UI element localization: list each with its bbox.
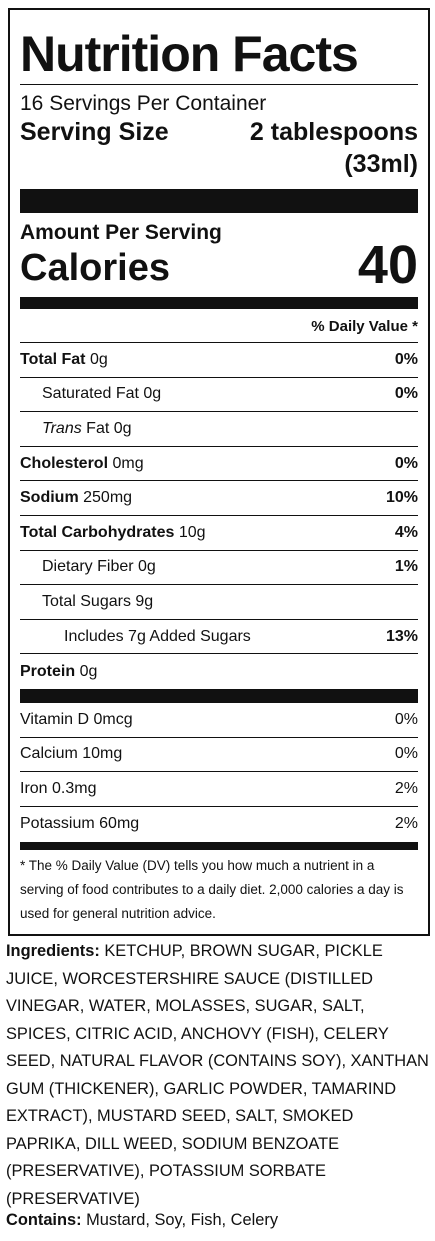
nutrient-row-cholesterol: Cholesterol 0mg 0% <box>20 447 418 482</box>
nutrient-name: Total Sugars <box>42 592 131 610</box>
nutrient-name: Saturated Fat <box>42 385 139 403</box>
nutrient-dv: 13% <box>385 627 418 645</box>
nutrient-row-saturated-fat: Saturated Fat 0g 0% <box>20 378 418 413</box>
contains-text: Mustard, Soy, Fish, Celery <box>86 1211 279 1229</box>
vitamin-dv: 0% <box>394 745 418 763</box>
nutrient-amount: 0g <box>89 350 108 368</box>
nutrient-name: Fat <box>86 419 110 437</box>
vitamin-name: Iron 0.3mg <box>20 780 97 798</box>
calories-divider <box>20 297 418 309</box>
vitamin-name: Vitamin D 0mcg <box>20 710 133 728</box>
serving-size-metric: (33ml) <box>344 150 418 178</box>
nutrient-amount: 0mg <box>112 454 144 472</box>
nutrient-row-added-sugars: Includes 7g Added Sugars 13% <box>20 620 418 655</box>
nutrient-amount: 0g <box>79 662 98 680</box>
vitamin-dv: 2% <box>394 780 418 798</box>
nutrient-rows: Total Fat 0g 0% Saturated Fat 0g 0% Tran… <box>20 343 418 689</box>
nutrient-dv: 4% <box>394 523 418 541</box>
nutrient-row-total-fat: Total Fat 0g 0% <box>20 343 418 378</box>
nutrient-row-total-sugars: Total Sugars 9g <box>20 585 418 620</box>
ingredients-text: KETCHUP, BROWN SUGAR, PICKLE JUICE, WORC… <box>6 942 429 1208</box>
allergens-block: Contains: Mustard, Soy, Fish, Celery <box>6 1207 430 1235</box>
nutrient-name: Includes 7g Added Sugars <box>64 627 251 645</box>
nutrient-name: Total Fat <box>20 350 86 368</box>
nutrient-amount: 0g <box>138 558 156 576</box>
nutrient-row-protein: Protein 0g <box>20 654 418 689</box>
nutrient-name-italic: Trans <box>42 419 82 437</box>
ingredients-label: Ingredients: <box>6 942 100 960</box>
contains-label: Contains: <box>6 1211 82 1229</box>
nutrient-name: Sodium <box>20 489 79 507</box>
nutrient-name: Cholesterol <box>20 454 109 472</box>
nutrient-amount: 0g <box>143 385 162 403</box>
vitamin-name: Potassium 60mg <box>20 815 140 833</box>
nutrient-name: Protein <box>20 662 76 680</box>
calories-label: Calories <box>20 247 170 289</box>
thick-divider <box>20 189 418 213</box>
title-divider <box>20 84 418 85</box>
nutrient-dv: 1% <box>394 558 418 576</box>
amount-per-serving: Amount Per Serving <box>20 221 222 244</box>
vitamin-row-calcium: Calcium 10mg 0% <box>20 738 418 773</box>
vitamins-divider <box>20 688 418 703</box>
footnote-divider <box>20 841 418 850</box>
nutrition-facts-label: Nutrition Facts 16 Servings Per Containe… <box>8 8 430 936</box>
nutrient-amount: 0g <box>113 419 132 437</box>
nutrient-dv: 0% <box>394 385 418 403</box>
vitamin-name: Calcium 10mg <box>20 745 123 763</box>
vitamin-dv: 0% <box>394 710 418 728</box>
daily-value-header: % Daily Value * <box>20 309 418 343</box>
nutrient-row-sodium: Sodium 250mg 10% <box>20 481 418 516</box>
nutrient-amount: 250mg <box>83 489 133 507</box>
serving-size-value: 2 tablespoons <box>249 118 418 146</box>
serving-size-label: Serving Size <box>20 118 169 146</box>
nutrient-dv: 0% <box>394 454 418 472</box>
vitamin-rows: Vitamin D 0mcg 0% Calcium 10mg 0% Iron 0… <box>20 703 418 842</box>
nutrient-amount: 9g <box>135 592 154 610</box>
ingredients-block: Ingredients: KETCHUP, BROWN SUGAR, PICKL… <box>6 938 430 1213</box>
nutrient-dv: 10% <box>385 489 418 507</box>
daily-value-footnote: * The % Daily Value (DV) tells you how m… <box>20 857 404 921</box>
calories-row: Calories 40 <box>20 235 418 295</box>
servings-per-container: 16 Servings Per Container <box>20 92 267 115</box>
nutrient-row-dietary-fiber: Dietary Fiber 0g 1% <box>20 551 418 586</box>
nutrient-name: Dietary Fiber <box>42 558 134 576</box>
serving-size-row: Serving Size 2 tablespoons <box>20 117 418 147</box>
label-title: Nutrition Facts <box>20 26 359 82</box>
nutrient-row-trans-fat: Trans Fat 0g <box>20 412 418 447</box>
nutrient-name: Total Carbohydrates <box>20 523 175 541</box>
nutrient-row-total-carbs: Total Carbohydrates 10g 4% <box>20 516 418 551</box>
vitamin-row-vitamin-d: Vitamin D 0mcg 0% <box>20 703 418 738</box>
vitamin-row-potassium: Potassium 60mg 2% <box>20 807 418 842</box>
nutrient-amount: 10g <box>178 523 206 541</box>
nutrient-dv: 0% <box>394 350 418 368</box>
vitamin-dv: 2% <box>394 815 418 833</box>
vitamin-row-iron: Iron 0.3mg 2% <box>20 772 418 807</box>
calories-value: 40 <box>357 235 418 295</box>
